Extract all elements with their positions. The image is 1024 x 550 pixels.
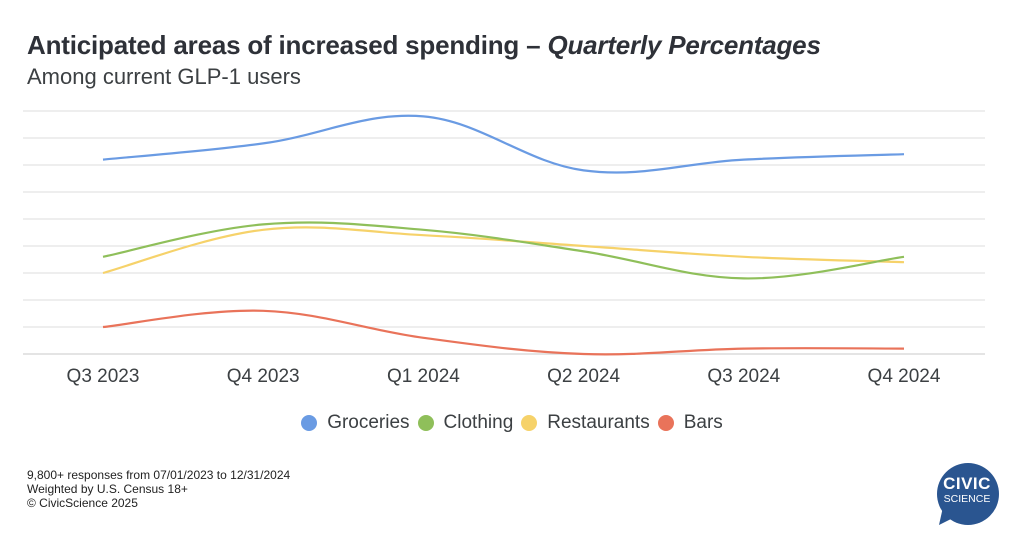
legend: Groceries Clothing Restaurants Bars — [0, 412, 1024, 437]
chart-title: Anticipated areas of increased spending … — [27, 30, 821, 61]
logo-text: CIVIC SCIENCE — [935, 474, 999, 506]
legend-label: Groceries — [327, 412, 410, 433]
series-line-clothing — [102, 221, 905, 280]
legend-label: Restaurants — [547, 412, 650, 433]
series-line-restaurants — [102, 226, 905, 275]
x-tick-label: Q4 2023 — [227, 366, 300, 387]
legend-item-bars: Bars — [657, 412, 723, 434]
x-tick-label: Q3 2024 — [707, 366, 780, 387]
legend-item-groceries: Groceries — [301, 412, 410, 434]
x-tick-label: Q2 2024 — [547, 366, 620, 387]
legend-label: Bars — [683, 412, 723, 433]
series-line-groceries — [102, 114, 905, 174]
series-line-bars — [102, 309, 905, 356]
gridlines — [23, 110, 985, 355]
logo-civic: CIVIC — [943, 474, 991, 493]
legend-dot-icon — [657, 415, 674, 431]
legend-label: Clothing — [443, 412, 514, 433]
logo-science: SCIENCE — [943, 493, 991, 505]
legend-dot-icon — [301, 415, 318, 431]
footnote-copyright: © CivicScience 2025 — [27, 496, 138, 510]
legend-dot-icon — [521, 415, 538, 431]
x-tick-label: Q3 2023 — [67, 366, 140, 387]
line-chart: Q3 2023 Q4 2023 Q1 2024 Q2 2024 Q3 2024 Q4 20… — [23, 110, 985, 387]
legend-item-restaurants: Restaurants — [521, 412, 650, 434]
x-tick-label: Q4 2024 — [868, 366, 941, 387]
legend-item-clothing: Clothing — [417, 412, 514, 434]
chart-title-main: Anticipated areas of increased spending … — [27, 30, 548, 60]
footnote-responses: 9,800+ responses from 07/01/2023 to 12/3… — [27, 468, 291, 482]
series-lines — [102, 114, 905, 356]
x-tick-label: Q1 2024 — [387, 366, 460, 387]
footnote: 9,800+ responses from 07/01/2023 to 12/3… — [27, 468, 290, 510]
legend-dot-icon — [417, 415, 434, 431]
x-axis-labels: Q3 2023 Q4 2023 Q1 2024 Q2 2024 Q3 2024 Q4 20… — [67, 366, 941, 387]
chart-subtitle: Among current GLP-1 users — [27, 64, 301, 89]
chart-title-italic: Quarterly Percentages — [547, 30, 821, 60]
footnote-weighting: Weighted by U.S. Census 18+ — [27, 482, 188, 496]
civicscience-logo-icon — [937, 463, 999, 525]
